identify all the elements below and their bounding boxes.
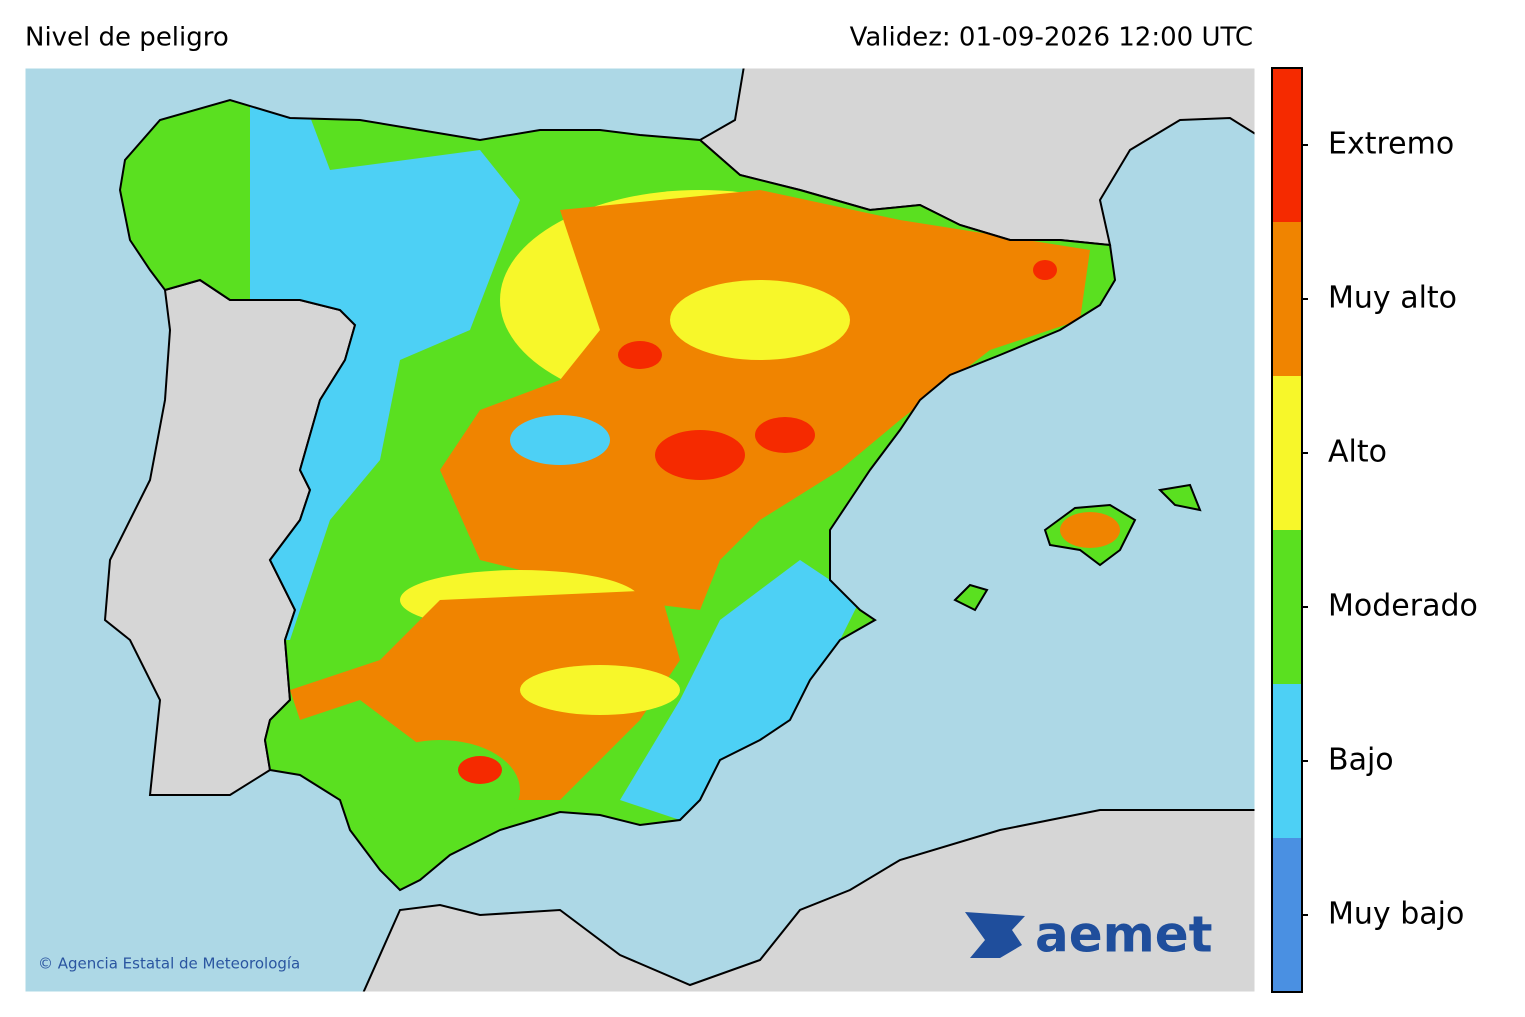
hazard-area [510, 415, 610, 465]
hazard-area [620, 560, 860, 820]
logo-text: aemet [1035, 906, 1213, 964]
hazard-area [670, 280, 850, 360]
legend-label: Alto [1328, 435, 1387, 470]
validity: Validez: 01-09-2026 12:00 UTC [850, 23, 1253, 53]
hazard-area [618, 341, 662, 369]
legend-label: Extremo [1328, 127, 1454, 162]
legend-swatch [1272, 68, 1302, 222]
hazard-area [290, 590, 680, 800]
title: Nivel de peligro [25, 23, 229, 53]
legend-label: Muy alto [1328, 281, 1457, 316]
africa [362, 809, 1255, 992]
hazard-area [520, 665, 680, 715]
legend-swatch [1272, 838, 1302, 992]
hazard-area [1033, 260, 1057, 280]
map-frame [24, 67, 1256, 993]
legend-swatch [1272, 222, 1302, 376]
hazard-area [360, 740, 520, 840]
hazard-area [458, 756, 502, 784]
colorbar-frame [1271, 67, 1303, 993]
logo: aemet [965, 906, 1213, 964]
legend-label: Muy bajo [1328, 897, 1464, 932]
map: © Agencia Estatal de Meteorología aemet [25, 68, 1255, 992]
hazard-area [755, 417, 815, 453]
legend-swatch [1272, 376, 1302, 530]
islands-outline [953, 483, 1202, 612]
colorbar: Muy bajo Bajo Moderado Alto Muy alto Extremo [1271, 67, 1478, 993]
legend-swatch [1272, 684, 1302, 838]
legend-label: Bajo [1328, 743, 1394, 778]
hazard-area [1060, 512, 1120, 548]
legend-label: Moderado [1328, 589, 1478, 624]
hazard-area [655, 430, 745, 480]
hazard-area [440, 190, 1090, 610]
legend-swatch [1272, 530, 1302, 684]
credit: © Agencia Estatal de Meteorología [38, 955, 300, 973]
